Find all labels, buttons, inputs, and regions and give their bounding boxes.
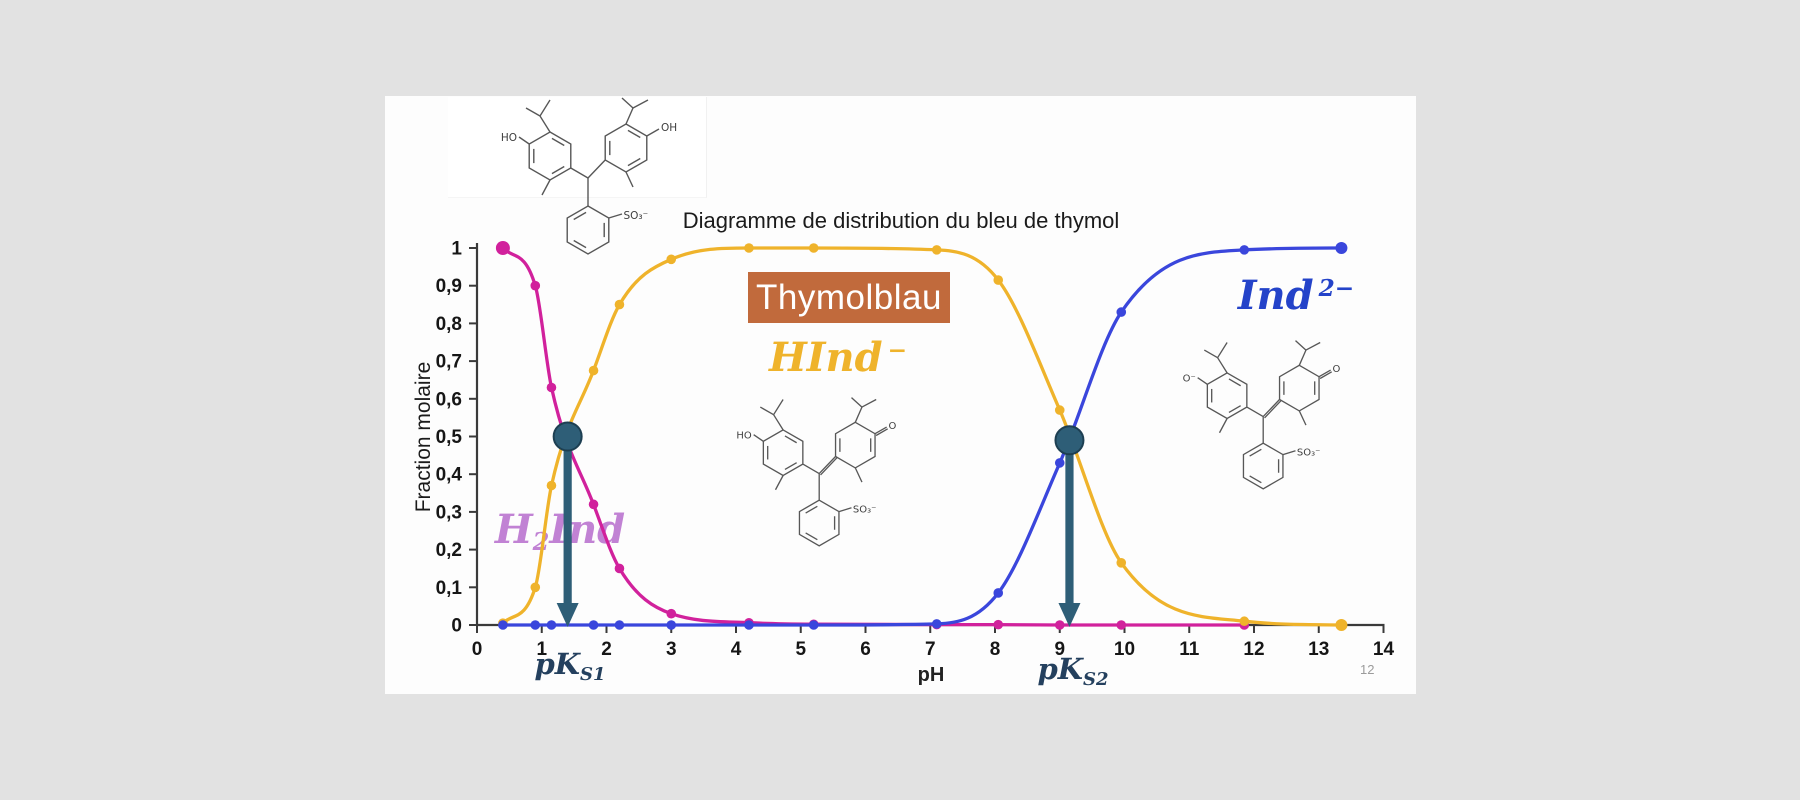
structure-image-background xyxy=(448,97,707,198)
hind-species-label: HInd − xyxy=(769,334,907,381)
x-axis-title: pH xyxy=(917,664,945,686)
atom-label: HO xyxy=(736,430,751,441)
ind2-species-label: Ind 2− xyxy=(1238,272,1354,319)
y-axis-title: Fraction molaire xyxy=(412,361,435,513)
atom-label: O⁻ xyxy=(1183,373,1196,384)
atom-label: OH xyxy=(661,122,677,134)
hind-superscript: − xyxy=(887,337,907,365)
atom-label: HO xyxy=(501,132,517,144)
h2ind-pre: H xyxy=(494,506,533,553)
atom-label: O xyxy=(889,421,897,432)
ind2-structure-drawing: O⁻ O SO₃⁻ xyxy=(1183,340,1341,490)
ind2-base: Ind xyxy=(1237,272,1314,319)
atom-label: SO₃⁻ xyxy=(853,505,876,516)
h2ind-species-label: H2Ind xyxy=(494,506,626,556)
chart-title: Diagramme de distribution du bleu de thy… xyxy=(682,208,1120,233)
hind-structure-drawing: HO O SO₃⁻ xyxy=(736,397,897,547)
page-number: 12 xyxy=(1360,662,1375,677)
atom-label: SO₃⁻ xyxy=(624,210,649,222)
atom-label: SO₃⁻ xyxy=(1297,448,1320,459)
h2ind-post: Ind xyxy=(549,506,626,553)
h2ind-structure-drawing: HO OH SO₃⁻ xyxy=(501,97,677,255)
pks1-label: pKS1 xyxy=(534,647,606,685)
hind-base: HInd xyxy=(769,334,883,381)
pks2-label: pKS2 xyxy=(1037,652,1109,690)
thymolblau-badge: Thymolblau xyxy=(748,272,950,323)
pks2-base: pK xyxy=(1037,652,1083,686)
atom-label: O xyxy=(1333,364,1341,375)
h2ind-subscript: 2 xyxy=(532,526,550,556)
pks1-base: pK xyxy=(534,647,580,681)
pks2-subscript: S2 xyxy=(1083,668,1109,690)
ind2-superscript: 2− xyxy=(1318,275,1355,303)
pks1-subscript: S1 xyxy=(580,663,606,685)
